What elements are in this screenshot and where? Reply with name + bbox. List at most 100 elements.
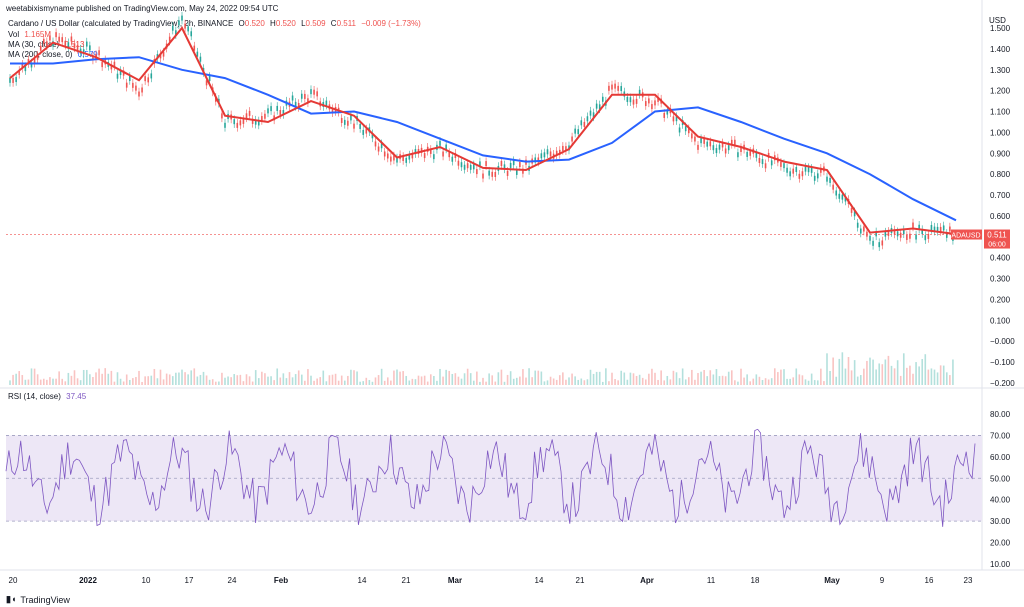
vol-label[interactable]: Vol [8,30,20,39]
candle-body [393,155,395,161]
candle-body [506,170,509,176]
volume-bar [208,379,211,385]
volume-bar [641,377,644,385]
volume-bar [417,375,420,385]
candle-body [159,53,162,59]
volume-bar [820,368,822,385]
candle-body [304,93,306,99]
volume-bar [715,369,718,385]
candle-body [565,146,567,152]
volume-bar [257,378,260,385]
candle-body [909,233,911,239]
candle-body [715,148,718,154]
volume-bar [466,368,469,385]
volume-bar [915,362,917,385]
volume-bar [632,373,635,385]
candle-body [448,152,451,158]
volume-bar [451,373,454,385]
price-tick-label: −0.200 [990,379,1015,388]
candle-body [872,240,874,246]
rsi-label[interactable]: RSI (14, close) [8,392,61,401]
candle-body [816,173,819,179]
volume-bar [150,375,153,385]
time-tick-label: May [824,576,840,585]
candle-body [632,99,635,105]
time-tick-label: 17 [185,576,194,585]
volume-bar [230,377,232,385]
volume-bar [942,365,945,385]
volume-bar [36,374,39,385]
candle-body [694,136,696,142]
candle-body [902,229,905,235]
price-tick-label: 1.300 [990,66,1011,75]
volume-bar [24,379,27,385]
volume-bar [921,359,924,385]
candle-body [178,20,180,26]
candle-body [402,156,404,162]
volume-bar [491,375,494,385]
candle-body [110,64,113,70]
candle-body [780,161,782,167]
volume-bar [365,377,368,385]
candle-body [184,23,186,29]
volume-bar [294,374,297,385]
volume-bar [896,360,899,385]
volume-bar [546,380,549,385]
volume-bar [469,373,472,385]
volume-bar [144,376,146,385]
volume-bar [405,375,408,385]
price-tick-label: 0.400 [990,254,1011,263]
volume-bar [300,374,303,385]
volume-bar [887,355,890,385]
volume-bar [555,379,558,385]
candle-body [866,231,868,237]
time-axis[interactable]: 20 2022 10 17 24 Feb 14 21 Mar 14 21 Apr 11 18 May 9 16 2… [9,576,973,585]
candle-body [684,126,687,132]
volume-bar [574,376,576,385]
candle-body [893,229,896,235]
tradingview-logo-icon: ▮◖ [6,594,17,604]
time-tick-label: 9 [880,576,885,585]
candle-body [899,232,902,238]
candle-body [46,41,48,47]
volume-bar [936,372,939,385]
candle-body [479,161,481,167]
volume-bar [568,377,570,385]
rsi-axis[interactable]: 80.00 70.00 60.00 50.00 40.00 30.00 20.00 10.00 [990,410,1011,569]
candle-body [282,110,285,116]
ma200-label[interactable]: MA (200, close, 0) [8,50,73,59]
volume-bar [681,368,684,385]
volume-bar [211,379,214,385]
candle-body [463,164,466,170]
volume-bar [233,374,236,385]
symbol-title[interactable]: Cardano / US Dollar (calculated by Tradi… [8,19,234,28]
volume-bar [835,376,838,385]
volume-bar [534,370,537,385]
volume-bar [347,375,349,385]
volume-bar [479,381,481,385]
candle-body [18,69,21,75]
volume-bar [153,368,156,385]
volume-bar [749,381,752,385]
volume-bar [107,373,110,385]
volume-bar [712,374,715,385]
candle-body [55,32,57,38]
candle-body [405,157,408,163]
ma30-label[interactable]: MA (30, close) [8,40,60,49]
volume-bar [92,376,94,385]
volume-bar [383,380,386,385]
candle-body [488,170,490,176]
volume-bar [325,381,328,385]
price-tag-value: 0.511 [987,231,1007,240]
candle-body [359,123,361,129]
candle-body [764,163,767,169]
volume-bar [519,376,521,385]
symbol-tag-bg [951,229,982,240]
candle-body [648,98,650,104]
candle-body [789,171,791,177]
candle-body [199,56,202,62]
candle-body [586,116,589,122]
volume-bar [724,376,727,385]
